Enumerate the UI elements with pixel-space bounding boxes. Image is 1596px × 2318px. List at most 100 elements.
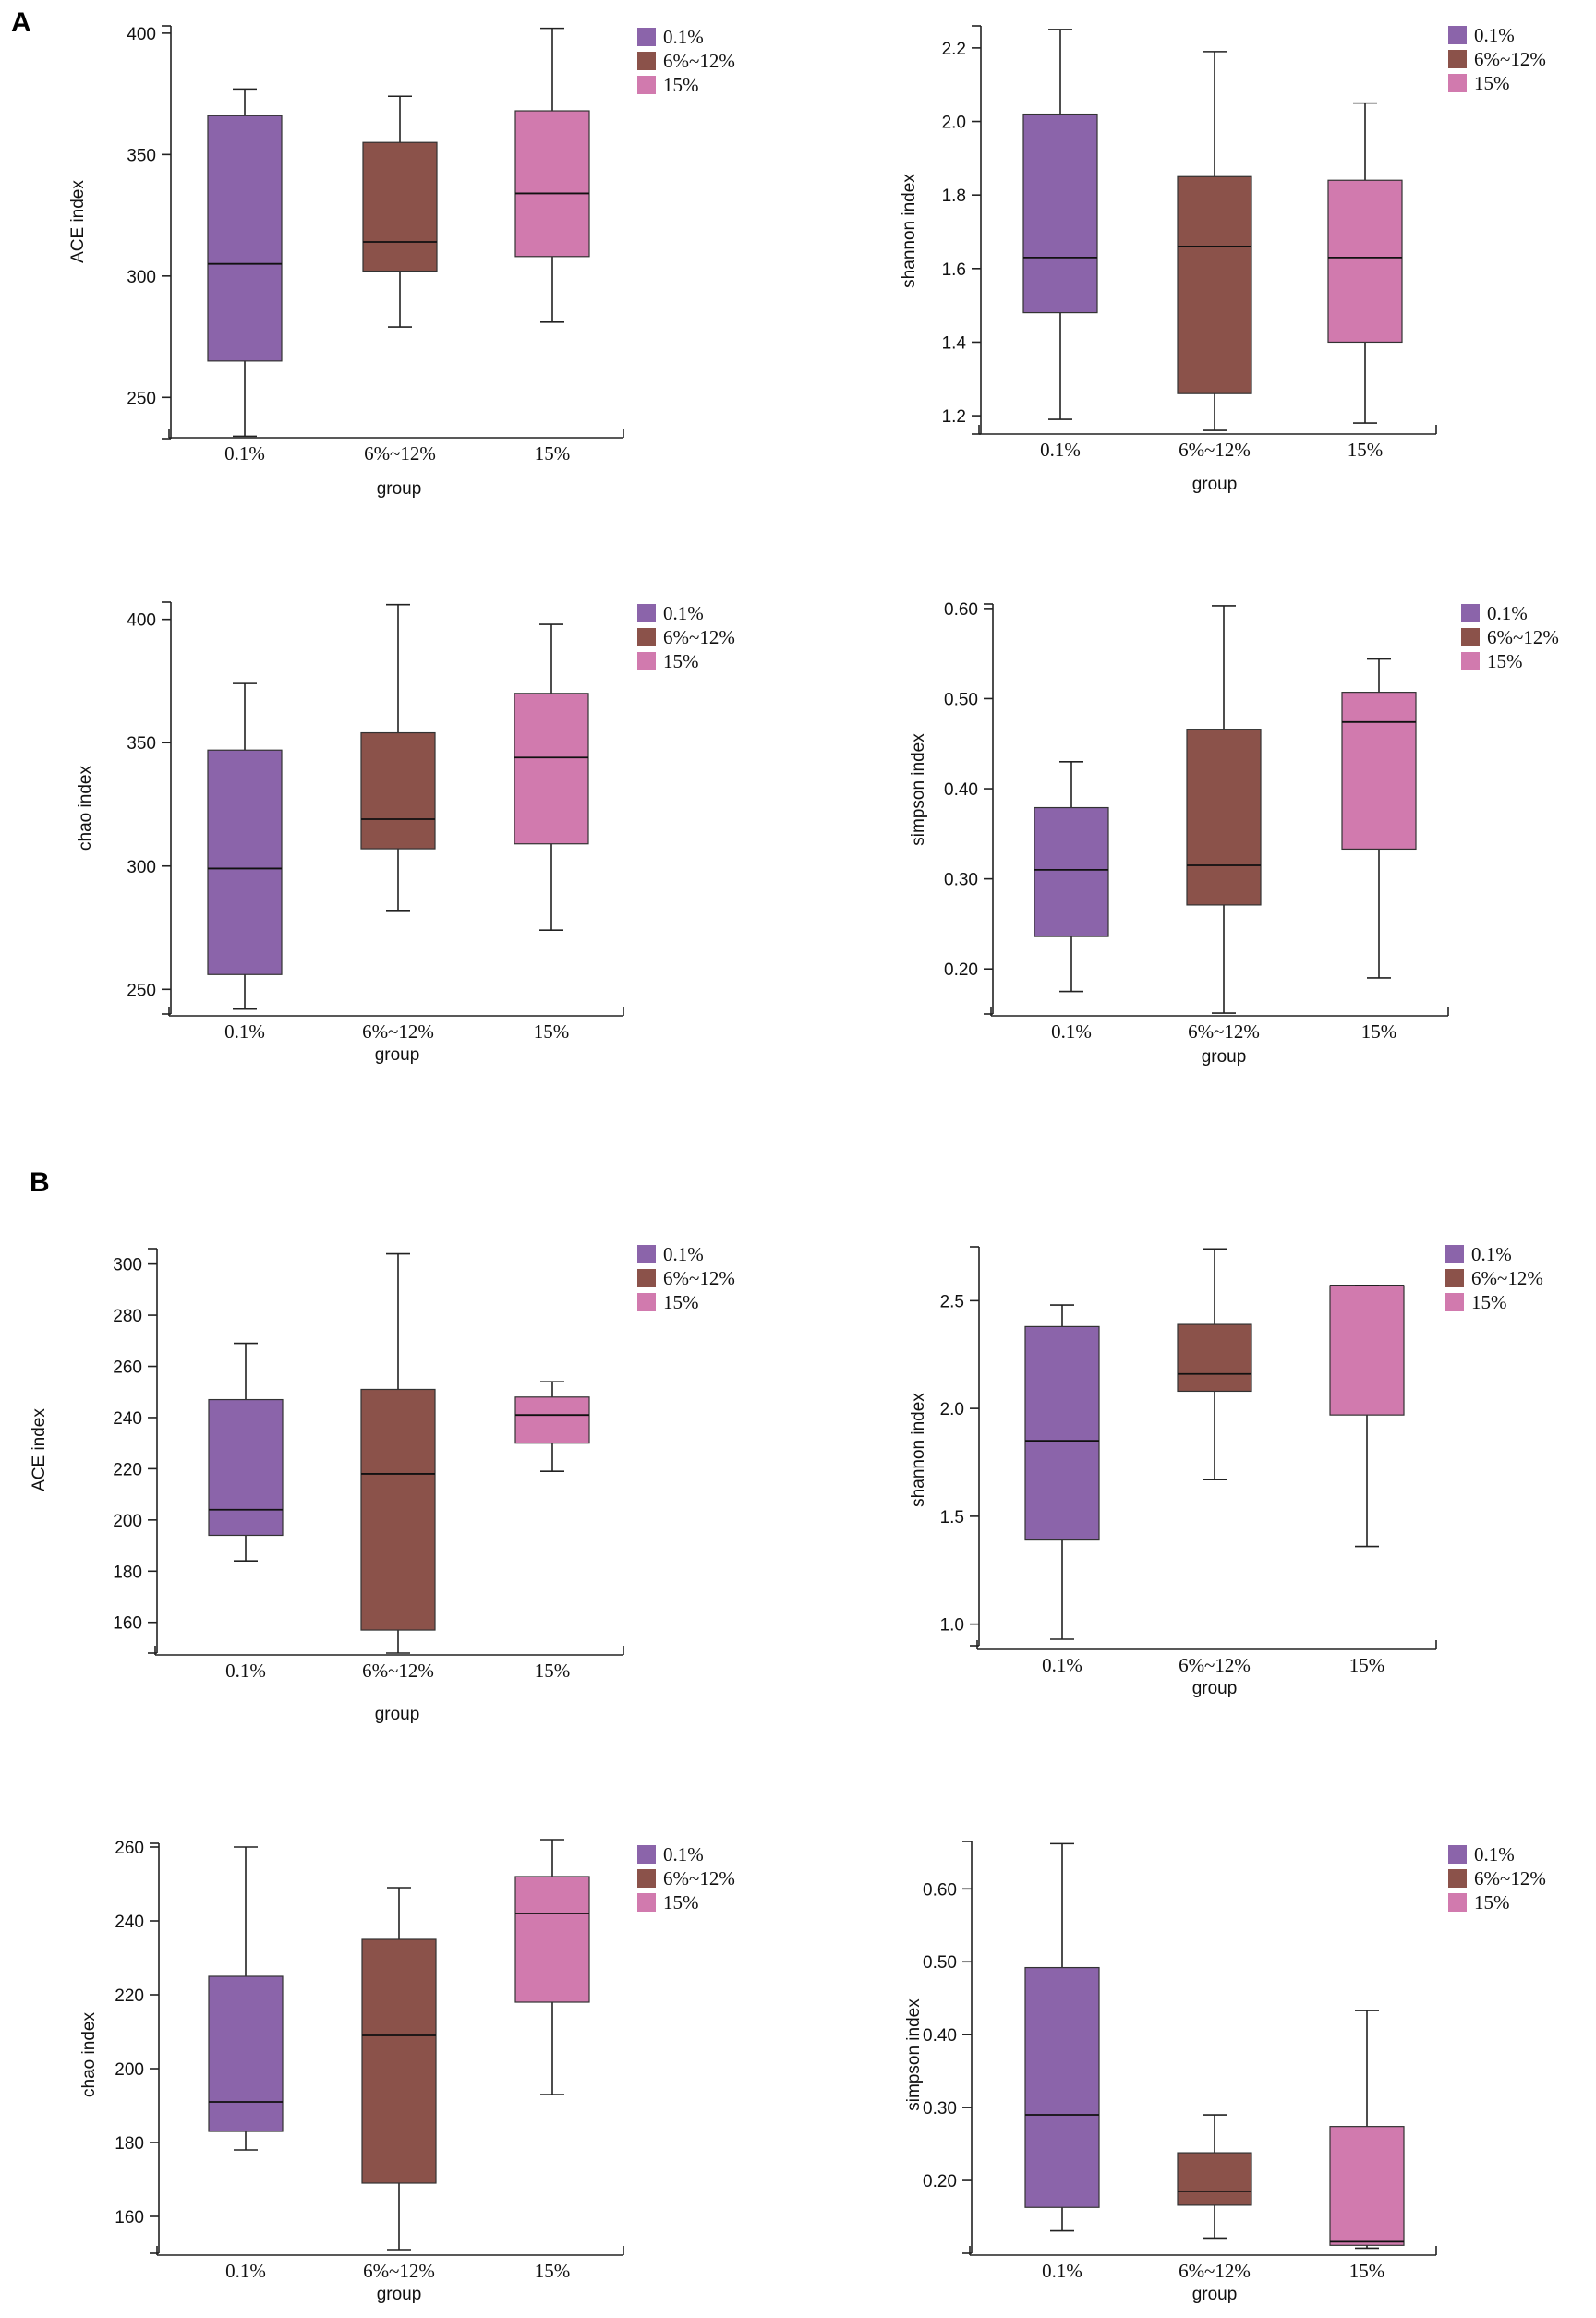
legend-swatch bbox=[1448, 1893, 1467, 1912]
legend-label: 6%~12% bbox=[663, 626, 735, 648]
legend-label: 15% bbox=[1487, 650, 1523, 672]
box-3: 15% bbox=[514, 1839, 590, 2282]
x-axis-title: group bbox=[1192, 2285, 1238, 2304]
category-label: 0.1% bbox=[224, 1020, 265, 1043]
category-label: 0.1% bbox=[224, 442, 265, 465]
panel-label-a: A bbox=[11, 7, 31, 38]
y-tick-label: 300 bbox=[127, 858, 156, 877]
legend-label: 0.1% bbox=[663, 1843, 704, 1865]
category-label: 6%~12% bbox=[364, 442, 436, 465]
panel-label-b: B bbox=[30, 1167, 50, 1198]
legend-label: 0.1% bbox=[1471, 1243, 1512, 1265]
y-tick-label: 1.2 bbox=[942, 407, 966, 427]
category-label: 0.1% bbox=[1051, 1020, 1092, 1043]
box-1: 0.1% bbox=[1034, 760, 1109, 1043]
box-2: 6%~12% bbox=[360, 603, 436, 1043]
y-tick-label: 160 bbox=[115, 2208, 144, 2227]
y-tick-label: 0.60 bbox=[923, 1880, 957, 1900]
legend-swatch bbox=[637, 1245, 656, 1263]
box-iqr bbox=[1022, 113, 1098, 314]
legend: 0.1%6%~12%15% bbox=[1448, 1843, 1546, 1914]
y-tick-label: 1.6 bbox=[942, 260, 966, 280]
legend-swatch bbox=[637, 76, 656, 94]
box-3: 15% bbox=[1327, 102, 1403, 461]
box-1: 0.1% bbox=[208, 1846, 284, 2282]
y-tick-label: 2.0 bbox=[940, 1400, 964, 1419]
legend-swatch bbox=[637, 652, 656, 670]
legend-label: 15% bbox=[663, 1891, 699, 1914]
legend-swatch bbox=[1445, 1269, 1464, 1287]
y-axis-title: chao index bbox=[79, 2012, 99, 2097]
box-2: 6%~12% bbox=[1186, 605, 1262, 1043]
x-axis-title: group bbox=[377, 2285, 422, 2304]
box-2: 6%~12% bbox=[360, 1252, 436, 1682]
y-tick-label: 250 bbox=[127, 981, 156, 1000]
box-3: 15% bbox=[1329, 1285, 1405, 1676]
y-tick-label: 0.40 bbox=[923, 2026, 957, 2046]
y-tick-label: 0.60 bbox=[944, 600, 978, 620]
legend-swatch bbox=[1448, 1869, 1467, 1888]
legend-swatch bbox=[637, 1845, 656, 1864]
legend-swatch bbox=[637, 1893, 656, 1912]
legend-swatch bbox=[1445, 1245, 1464, 1263]
y-tick-label: 160 bbox=[113, 1614, 142, 1634]
box-iqr bbox=[1024, 1325, 1100, 1541]
y-tick-label: 0.20 bbox=[944, 960, 978, 980]
y-tick-label: 200 bbox=[115, 2060, 144, 2080]
y-tick-label: 1.0 bbox=[940, 1616, 964, 1636]
legend-label: 6%~12% bbox=[1474, 48, 1546, 70]
box-2: 6%~12% bbox=[362, 95, 438, 465]
legend-label: 15% bbox=[1471, 1291, 1507, 1313]
box-2: 6%~12% bbox=[1177, 51, 1252, 461]
x-axis-title: group bbox=[1192, 475, 1238, 494]
box-iqr bbox=[514, 1876, 590, 2003]
category-label: 15% bbox=[1349, 1654, 1385, 1676]
legend-swatch bbox=[1448, 74, 1467, 92]
box-iqr bbox=[514, 110, 590, 258]
y-tick-label: 350 bbox=[127, 734, 156, 754]
box-1: 0.1% bbox=[1024, 1842, 1100, 2282]
category-label: 15% bbox=[1349, 2260, 1385, 2282]
box-iqr bbox=[1329, 1285, 1405, 1416]
legend-label: 0.1% bbox=[663, 1243, 704, 1265]
category-label: 6%~12% bbox=[363, 2260, 435, 2282]
box-iqr bbox=[514, 1396, 590, 1444]
y-tick-label: 2.0 bbox=[942, 114, 966, 133]
category-label: 6%~12% bbox=[1188, 1020, 1260, 1043]
y-tick-label: 0.40 bbox=[944, 780, 978, 800]
y-tick-label: 400 bbox=[127, 611, 156, 631]
legend-label: 6%~12% bbox=[1471, 1267, 1543, 1289]
category-label: 0.1% bbox=[1040, 439, 1081, 461]
y-tick-label: 180 bbox=[115, 2134, 144, 2154]
category-label: 15% bbox=[1348, 439, 1384, 461]
category-label: 15% bbox=[535, 442, 571, 465]
x-axis-title: group bbox=[1202, 1047, 1247, 1067]
category-label: 6%~12% bbox=[1179, 2260, 1251, 2282]
category-label: 15% bbox=[1361, 1020, 1397, 1043]
legend-swatch bbox=[637, 52, 656, 70]
y-tick-label: 2.5 bbox=[940, 1292, 964, 1311]
y-tick-label: 240 bbox=[115, 1913, 144, 1932]
legend-label: 15% bbox=[663, 1291, 699, 1313]
legend-swatch bbox=[1461, 628, 1480, 646]
box-3: 15% bbox=[514, 27, 590, 465]
box-iqr bbox=[208, 1975, 284, 2132]
legend-swatch bbox=[637, 28, 656, 46]
chart-4: 0.20 0.30 0.40 0.50 0.60 simpson index group 0.… bbox=[909, 600, 1559, 1067]
box-iqr bbox=[1177, 175, 1252, 394]
chart-5: 160 180 200 220 240 260 280 300 ACE index group 0.… bbox=[30, 1243, 735, 1724]
y-tick-label: 280 bbox=[113, 1307, 142, 1326]
box-1: 0.1% bbox=[207, 88, 283, 465]
y-axis-title: chao index bbox=[76, 766, 95, 851]
chart-2: 1.2 1.4 1.6 1.8 2.0 2.2 shannon index group 0.1%… bbox=[900, 24, 1546, 494]
category-label: 15% bbox=[534, 1020, 570, 1043]
box-iqr bbox=[360, 1388, 436, 1631]
category-label: 6%~12% bbox=[362, 1020, 434, 1043]
box-iqr bbox=[1034, 806, 1109, 937]
y-axis-title: shannon index bbox=[900, 174, 919, 288]
legend-label: 6%~12% bbox=[663, 50, 735, 72]
y-tick-label: 180 bbox=[113, 1563, 142, 1582]
